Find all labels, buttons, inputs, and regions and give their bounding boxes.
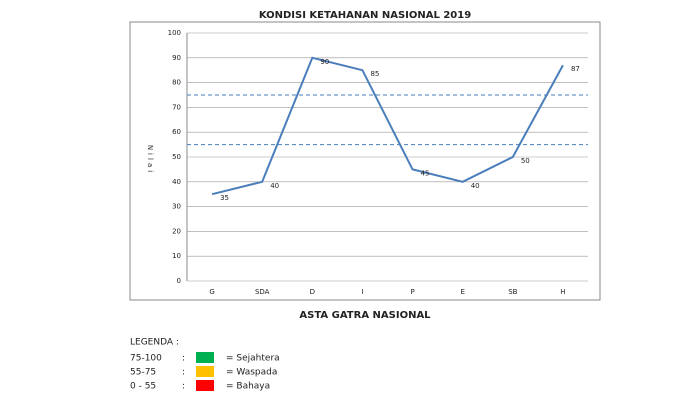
legend-range: 0 - 55 [130,382,156,392]
legend-swatch [196,366,214,377]
chart-border [129,21,601,301]
legend-separator: : [182,382,185,392]
data-label: 85 [370,70,379,78]
y-tick-label: 60 [172,128,181,136]
y-tick-label: 50 [172,153,181,161]
y-tick-label: 30 [172,203,181,211]
x-tick-label: P [410,288,414,296]
data-label: 40 [471,182,480,190]
data-label: 45 [421,169,430,177]
data-label: 40 [270,182,279,190]
legend-swatch [196,380,214,391]
chart-title: KONDISI KETAHANAN NASIONAL 2019 [259,10,471,21]
y-axis-title: Nilai [146,145,154,175]
legend-label: = Bahaya [226,382,270,392]
y-tick-label: 90 [172,54,181,62]
legend-range: 55-75 [130,368,156,378]
legend-swatch [196,352,214,363]
data-label: 90 [320,58,329,66]
y-tick-label: 40 [172,178,181,186]
data-label: 87 [571,65,580,73]
y-tick-label: 0 [177,277,181,285]
legend-separator: : [182,354,185,364]
legend-separator: : [182,368,185,378]
x-tick-label: SB [508,288,517,296]
y-tick-label: 100 [168,29,181,37]
x-tick-label: G [209,288,214,296]
data-label: 35 [220,194,229,202]
y-tick-label: 70 [172,103,181,111]
y-tick-label: 10 [172,252,181,260]
x-tick-label: I [361,288,363,296]
x-tick-label: H [560,288,565,296]
x-axis-title: ASTA GATRA NASIONAL [299,310,431,321]
x-tick-label: D [310,288,315,296]
x-tick-label: SDA [255,288,270,296]
y-tick-label: 20 [172,227,181,235]
legend-range: 75-100 [130,354,162,364]
legend-label: = Waspada [226,368,277,378]
data-label: 50 [521,157,530,165]
line-series [211,56,564,196]
x-tick-label: E [460,288,464,296]
legend-title: LEGENDA : [130,338,179,348]
legend-label: = Sejahtera [226,354,280,364]
y-tick-label: 80 [172,79,181,87]
